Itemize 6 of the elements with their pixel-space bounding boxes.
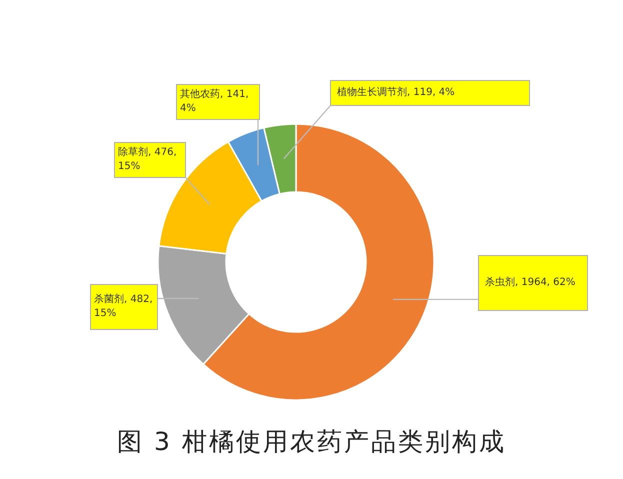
slice-label: 除草剂, 476, 15% xyxy=(118,146,178,174)
slice-label: 杀菌剂, 482, 15% xyxy=(94,293,154,321)
slice-label: 植物生长调节剂, 119, 4% xyxy=(337,86,455,100)
text: 图 3 柑橘使用农药产品类别构成 xyxy=(116,426,507,458)
slice-label: 杀虫剂, 1964, 62% xyxy=(485,276,576,290)
slice-label: 其他农药, 141, 4% xyxy=(180,88,250,116)
